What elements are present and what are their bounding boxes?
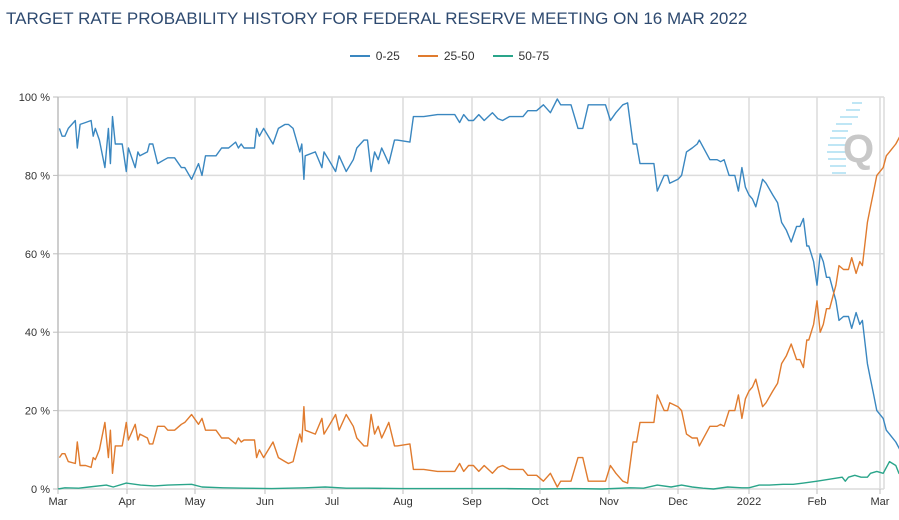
x-tick-label: May: [185, 496, 206, 508]
watermark-stripes: [827, 102, 862, 174]
legend-label-0-25: 0-25: [375, 49, 400, 63]
legend-item-25-50[interactable]: 25-50: [417, 49, 475, 63]
x-tick-label: Dec: [668, 496, 688, 508]
legend-label-25-50: 25-50: [443, 49, 475, 63]
x-tick-label: Oct: [531, 496, 548, 508]
x-tick-label: 2022: [737, 496, 761, 508]
x-tick-label: Apr: [118, 496, 135, 508]
y-axis-ticks: 0 % 20 % 40 % 60 % 80 % 100 %: [19, 92, 58, 496]
y-tick-label: 80 %: [25, 170, 50, 182]
y-tick-label: 40 %: [25, 327, 50, 339]
legend-swatch-25-50: [417, 55, 438, 57]
legend: 0-25 25-50 50-75: [0, 49, 899, 63]
series-line-0-25[interactable]: [58, 98, 899, 481]
legend-swatch-0-25: [349, 55, 370, 57]
legend-item-50-75[interactable]: 50-75: [492, 49, 550, 63]
legend-label-50-75: 50-75: [518, 49, 550, 63]
x-tick-label: Aug: [393, 496, 413, 508]
x-tick-label: Sep: [462, 496, 482, 508]
series-line-25-50[interactable]: [58, 105, 899, 488]
x-tick-label: Feb: [808, 496, 827, 508]
x-tick-label: Mar: [871, 496, 890, 508]
q-watermark-logo: Q: [827, 102, 874, 174]
legend-swatch-50-75: [492, 55, 513, 57]
grid: [57, 96, 885, 490]
legend-item-0-25[interactable]: 0-25: [349, 49, 400, 63]
x-tick-label: Nov: [599, 496, 619, 508]
watermark-q-letter: Q: [843, 127, 874, 171]
y-tick-label: 100 %: [19, 92, 50, 104]
x-axis-ticks: Mar Apr May Jun Jul Aug Sep Oct Nov Dec 2022 Feb Mar: [49, 489, 890, 508]
y-tick-label: 60 %: [25, 249, 50, 261]
chart-title: TARGET RATE PROBABILITY HISTORY FOR FEDE…: [6, 9, 748, 28]
y-tick-label: 0 %: [31, 484, 50, 496]
y-tick-label: 20 %: [25, 406, 50, 418]
x-tick-label: Jul: [325, 496, 339, 508]
x-tick-label: Jun: [256, 496, 274, 508]
series-line-50-75[interactable]: [57, 460, 899, 490]
x-tick-label: Mar: [49, 496, 68, 508]
series-lines: [57, 98, 899, 490]
